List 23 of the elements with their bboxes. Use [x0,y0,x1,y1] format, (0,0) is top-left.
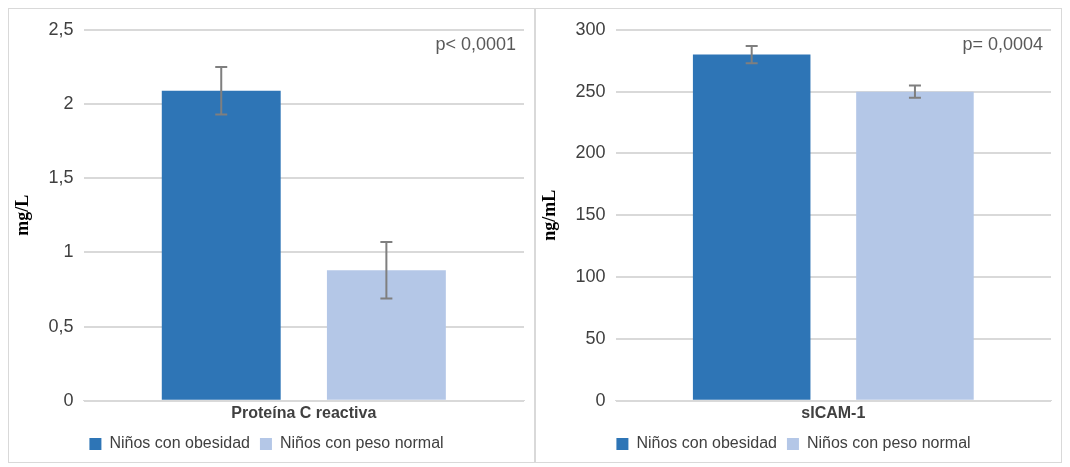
annotation: p< 0,0001 [435,33,516,54]
legend-label: Niños con obesidad [109,434,250,452]
y-tick-label: 0 [595,389,606,410]
legend-label: Niños con obesidad [636,434,777,452]
x-tick-label: Proteína C reactiva [231,403,377,421]
y-tick-label: 50 [585,327,606,348]
y-tick-label: 300 [575,18,606,39]
y-tick-label: 2 [63,92,74,113]
y-tick-label: 1 [63,241,74,262]
y-tick-label: 0,5 [48,315,74,336]
x-tick-label: sICAM-1 [801,403,866,421]
legend-label: Niños con peso normal [279,434,444,452]
legend-label: Niños con peso normal [806,434,971,452]
annotation: p= 0,0004 [962,33,1043,54]
y-tick-label: 1,5 [48,167,74,188]
y-tick-label: 0 [63,389,74,410]
y-tick-label: 100 [575,266,606,287]
y-tick-label: 200 [575,142,606,163]
y-tick-label: 250 [575,80,606,101]
y-axis-title: ng/mL [539,189,560,241]
y-tick-label: 150 [575,204,606,225]
y-tick-label: 2,5 [48,18,74,39]
y-axis-title: mg/L [12,194,33,236]
